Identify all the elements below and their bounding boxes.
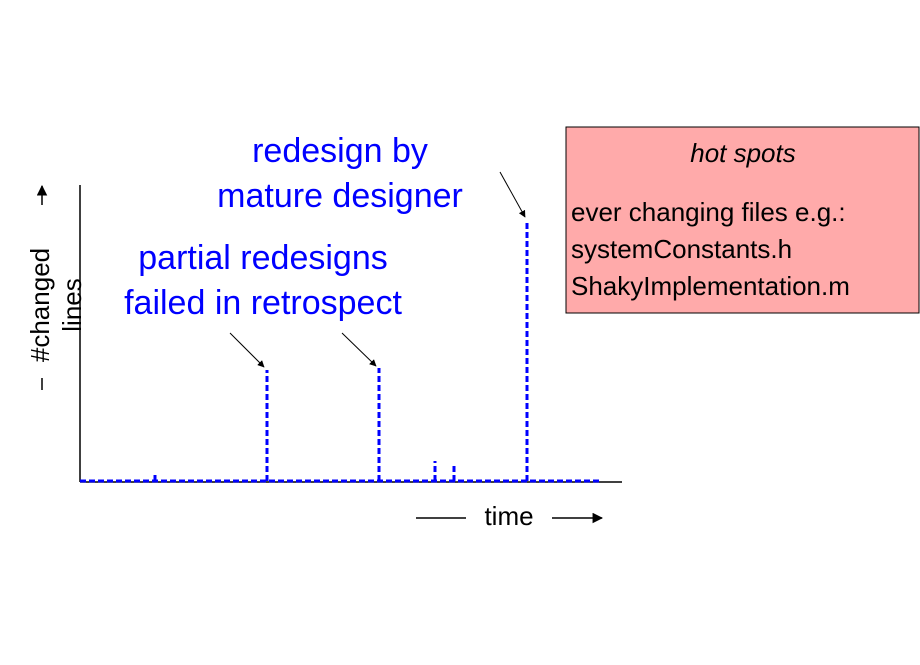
hot-spots-line: ShakyImplementation.m: [571, 271, 850, 301]
hot-spots-title: hot spots: [690, 138, 796, 168]
hot-spots-box: [565, 126, 920, 314]
pointers: [229, 171, 526, 368]
annotation: partial redesigns: [138, 239, 387, 277]
annotation: mature designer: [217, 177, 463, 215]
pointer: [229, 332, 265, 368]
spikes: [80, 220, 600, 483]
hot-spots-line: ever changing files e.g.:: [571, 197, 846, 227]
y-label-line: lines: [57, 278, 87, 331]
pointer: [341, 332, 377, 367]
x-axis-label: time: [484, 501, 533, 531]
annotation: redesign by: [252, 132, 428, 170]
annotation: failed in retrospect: [124, 284, 402, 322]
y-axis-label: #changed lines: [25, 248, 87, 362]
pointer: [499, 171, 526, 218]
hot-spots-line: systemConstants.h: [571, 234, 792, 264]
y-label-line: #changed: [25, 248, 55, 362]
